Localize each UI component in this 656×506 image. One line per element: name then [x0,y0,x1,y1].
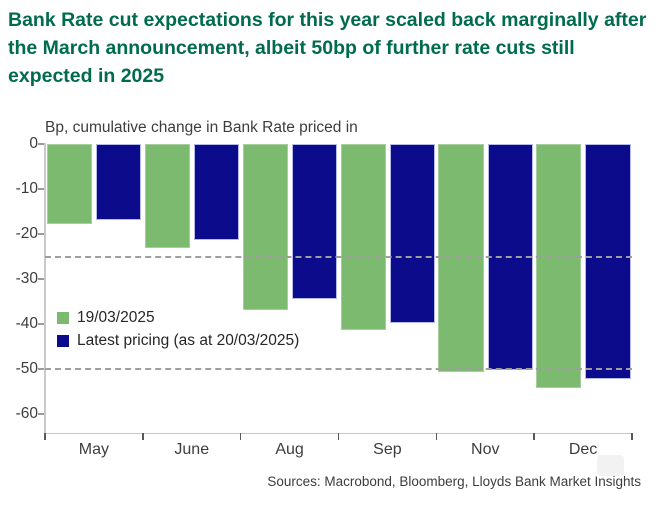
bar-19-03-2025-may [47,144,93,225]
chart-title: Bank Rate cut expectations for this year… [8,9,647,87]
y-tick-mark [38,368,44,370]
bar-latest-pricing-as-at-20-03-2025--sep [389,144,435,323]
y-tick-label: -20 [15,224,38,242]
chart-subtitle: Bp, cumulative change in Bank Rate price… [45,119,358,136]
x-tick-label: May [78,441,110,458]
watermark [597,455,624,476]
legend-label: 19/03/2025 [77,309,155,326]
y-tick-label: -30 [15,269,38,287]
y-tick-label: -50 [15,359,38,377]
y-tick-mark [38,143,44,145]
bar-latest-pricing-as-at-20-03-2025--aug [291,144,338,299]
bar-19-03-2025-sep [340,144,386,330]
x-tick-label: Sep [373,441,402,458]
x-tick-mark [435,432,438,440]
y-tick-label: -10 [15,179,38,197]
legend-item: 19/03/2025 [57,309,299,327]
y-tick-mark [38,413,44,415]
legend-swatch-green-icon [57,312,69,324]
x-tick-mark [533,432,535,440]
bar-19-03-2025-nov [438,144,484,372]
x-tick-mark [337,432,340,440]
y-tick-label: -60 [15,404,38,422]
bar-latest-pricing-as-at-20-03-2025--may [96,144,142,221]
legend-item: Latest pricing (as at 20/03/2025) [57,332,299,350]
x-tick-mark [631,432,633,440]
y-tick-mark [38,188,44,190]
x-tick-mark [239,432,242,440]
x-tick-mark [142,432,144,440]
y-tick-mark [38,233,44,235]
x-tick-mark [44,432,46,440]
reference-line [45,255,632,258]
x-tick-label: Nov [471,441,500,458]
bar-19-03-2025-june [144,144,191,249]
y-axis-line [44,143,46,433]
y-tick-mark [38,278,44,280]
legend: 19/03/2025 Latest pricing (as at 20/03/2… [57,309,299,350]
reference-line [45,368,632,370]
legend-swatch-navy-icon [57,335,69,347]
y-tick-label: -40 [15,314,38,332]
y-tick-label: 0 [29,134,38,152]
bar-latest-pricing-as-at-20-03-2025--dec [585,144,631,379]
bar-19-03-2025-dec [536,144,582,389]
bar-19-03-2025-aug [242,144,288,311]
x-tick-label: Dec [568,441,598,458]
x-tick-label: June [174,441,210,458]
legend-label: Latest pricing (as at 20/03/2025) [77,332,300,349]
x-tick-label: Aug [275,441,304,458]
bar-latest-pricing-as-at-20-03-2025--june [194,144,240,241]
y-tick-mark [38,323,44,325]
source-note: Sources: Macrobond, Bloomberg, Lloyds Ba… [267,474,641,489]
